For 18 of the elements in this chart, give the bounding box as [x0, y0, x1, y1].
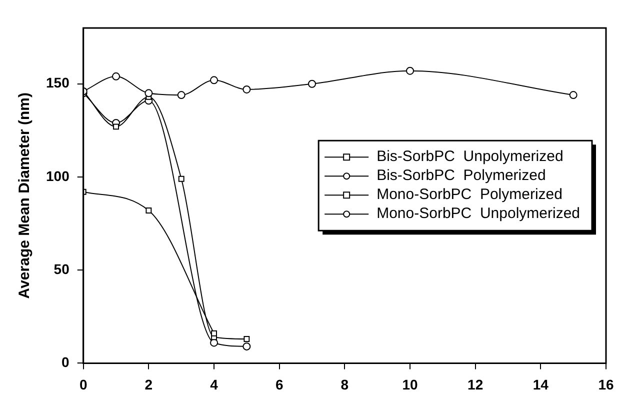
y-axis-title: Average Mean Diameter (nm)	[16, 92, 34, 299]
legend-label: Bis-SorbPC Polymerized	[376, 167, 546, 184]
legend-label: Mono-SorbPC Unpolymerized	[376, 205, 580, 222]
x-tick-label: 2	[144, 376, 153, 392]
x-tick-label: 8	[340, 376, 349, 392]
y-tick-label: 100	[46, 168, 70, 184]
x-tick-label: 16	[598, 376, 614, 392]
x-tick-label: 6	[275, 376, 284, 392]
x-tick-label: 12	[468, 376, 484, 392]
x-tick-label: 0	[79, 376, 88, 392]
legend-label: Mono-SorbPC Polymerized	[376, 186, 562, 204]
x-tick-label: 4	[210, 376, 218, 392]
y-tick-label: 150	[46, 74, 70, 91]
x-tick-label: 10	[402, 376, 418, 392]
legend-label: Bis-SorbPC Unpolymerized	[376, 148, 564, 166]
y-tick-label: 50	[54, 260, 70, 277]
y-tick-label: 0	[62, 354, 70, 370]
x-tick-label: 14	[532, 376, 549, 392]
